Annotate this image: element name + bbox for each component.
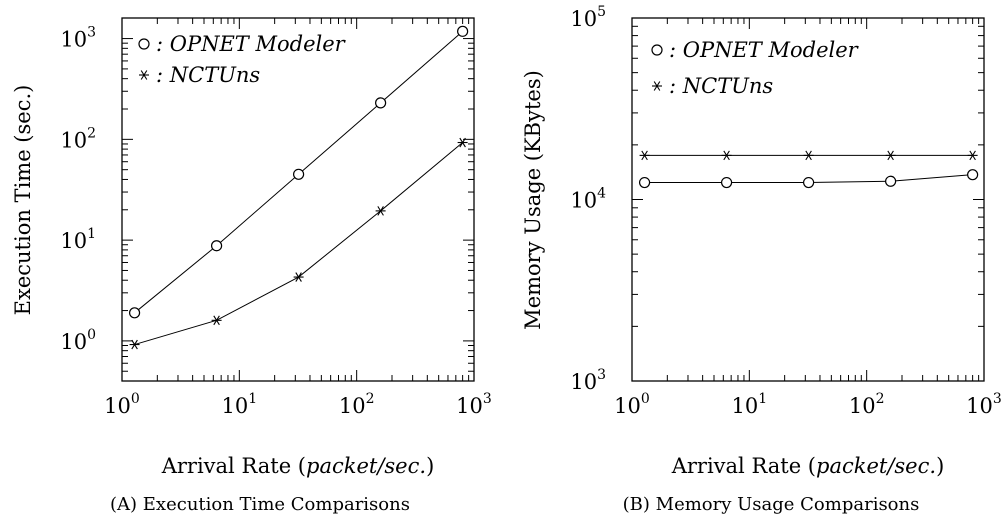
y-tick-label: 101 bbox=[60, 226, 96, 253]
x-tick-label: 103 bbox=[456, 391, 492, 418]
caption-b: (B) Memory Usage Comparisons bbox=[623, 494, 920, 515]
x-tick-label: 100 bbox=[104, 391, 140, 418]
data-point-opnet bbox=[210, 240, 223, 252]
data-point-opnet bbox=[803, 176, 815, 189]
y-tick-label: 100 bbox=[60, 327, 96, 354]
data-point-nctuns bbox=[639, 150, 650, 161]
xlabel-b: Arrival Rate (packet/sec.) bbox=[671, 454, 945, 478]
data-point-opnet bbox=[457, 25, 469, 37]
y-tick-label: 105 bbox=[570, 4, 606, 31]
y-tick-label: 104 bbox=[570, 186, 606, 213]
data-point-nctuns bbox=[293, 272, 304, 282]
marks-a bbox=[128, 25, 469, 350]
data-point-nctuns bbox=[967, 150, 978, 161]
legend-a-nctuns-marker bbox=[139, 70, 149, 80]
x-tick-label: 101 bbox=[732, 391, 768, 418]
legend-b-nctuns-label: : NCTUns bbox=[669, 74, 773, 98]
legend-a-nctuns-label: : NCTUns bbox=[156, 63, 260, 87]
x-tick-label: 102 bbox=[339, 391, 375, 418]
ticks-a: 100 101 102 103 100 101 102 103 bbox=[60, 18, 492, 418]
panel-a-execution-time: 100 101 102 103 100 101 102 103 Execution Time … bbox=[11, 17, 492, 515]
legend-a-opnet-marker bbox=[138, 38, 150, 50]
ylabel-a: Execution Time (sec.) bbox=[11, 85, 35, 316]
data-point-nctuns bbox=[129, 339, 140, 350]
data-point-nctuns bbox=[885, 150, 896, 161]
data-point-opnet bbox=[720, 176, 733, 189]
legend-b-nctuns-marker bbox=[652, 81, 662, 91]
legend-a-opnet-label: : OPNET Modeler bbox=[156, 32, 347, 56]
data-point-opnet bbox=[375, 97, 387, 109]
data-point-nctuns bbox=[803, 150, 814, 161]
data-point-opnet bbox=[128, 307, 141, 319]
ylabel-b: Memory Usage (KBytes) bbox=[521, 70, 545, 330]
x-tick-label: 101 bbox=[222, 391, 258, 418]
y-tick-label: 103 bbox=[570, 367, 606, 394]
x-tick-label: 103 bbox=[966, 391, 1001, 418]
data-point-opnet bbox=[638, 176, 651, 189]
y-tick-label: 102 bbox=[60, 125, 96, 152]
xlabel-a: Arrival Rate (packet/sec.) bbox=[161, 454, 435, 478]
legend-b-opnet-marker bbox=[651, 44, 663, 56]
caption-a: (A) Execution Time Comparisons bbox=[110, 494, 410, 515]
legend-a: : OPNET Modeler : NCTUns bbox=[138, 32, 347, 87]
data-point-nctuns bbox=[211, 315, 222, 326]
data-point-opnet bbox=[885, 175, 897, 187]
legend-b-opnet-label: : OPNET Modeler bbox=[669, 38, 860, 62]
data-point-nctuns bbox=[457, 137, 468, 148]
ticks-b: 100 101 102 103 103 104 105 bbox=[570, 4, 1001, 418]
panel-b-memory-usage: 100 101 102 103 103 104 105 Memory Usage (KByt… bbox=[521, 4, 1001, 515]
y-tick-label: 103 bbox=[60, 25, 96, 52]
data-point-opnet bbox=[293, 168, 305, 180]
x-tick-label: 102 bbox=[849, 391, 885, 418]
marks-b bbox=[638, 150, 979, 189]
plot-frame-b bbox=[631, 17, 985, 382]
legend-b: : OPNET Modeler : NCTUns bbox=[651, 38, 860, 98]
data-point-nctuns bbox=[375, 206, 386, 216]
data-point-nctuns bbox=[721, 150, 732, 161]
plot-frame-a bbox=[121, 17, 475, 382]
x-tick-label: 100 bbox=[614, 391, 650, 418]
data-point-opnet bbox=[967, 169, 979, 181]
